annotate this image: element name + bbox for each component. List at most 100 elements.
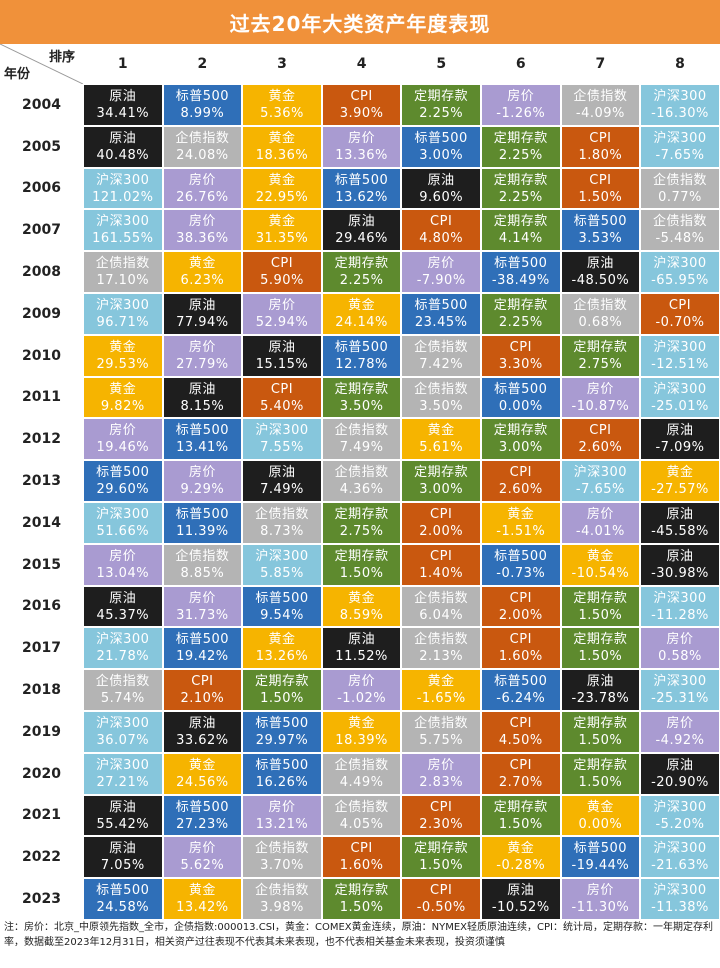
asset-return: 21.78% (96, 649, 150, 665)
asset-return: 1.60% (498, 649, 543, 665)
asset-return: 5.74% (100, 691, 145, 707)
asset-name: 沪深300 (96, 214, 150, 230)
asset-name: 定期存款 (573, 339, 628, 355)
cell-2019-rank7: 定期存款 1.50% (561, 712, 640, 752)
asset-name: 标普500 (96, 883, 150, 899)
cell-2018-rank3: 定期存款 1.50% (243, 670, 321, 710)
asset-name: 原油 (109, 89, 137, 104)
asset-name: 沪深300 (653, 799, 707, 815)
cell-2015-rank6: 标普500 -0.73% (482, 544, 560, 585)
cell-2012-rank6: 定期存款 3.00% (482, 419, 560, 460)
asset-return: 0.68% (578, 315, 623, 330)
year-label-2022: 2022 (22, 849, 61, 866)
cell-2011-rank8: 沪深300 -25.01% (641, 377, 719, 418)
cell-2020-rank4: 企债指数 4.49% (322, 753, 401, 794)
asset-name: 房价 (427, 256, 455, 272)
asset-name: 黄金 (586, 548, 614, 564)
asset-name: 定期存款 (334, 256, 389, 272)
asset-name: 房价 (268, 298, 296, 313)
cell-2013-rank2: 房价 9.29% (163, 461, 242, 501)
cell-2007-rank5: CPI 4.80% (402, 210, 480, 251)
cell-2013-rank5: 定期存款 3.00% (402, 461, 480, 501)
asset-return: 0.77% (658, 189, 702, 205)
asset-return: 12.78% (335, 356, 388, 372)
cell-2017-rank5: 企债指数 2.13% (402, 628, 480, 669)
cell-2014-rank6: 黄金 -1.51% (482, 503, 560, 543)
asset-name: 黄金 (507, 507, 535, 522)
asset-name: 标普500 (175, 423, 230, 439)
asset-return: 8.59% (339, 607, 384, 623)
asset-name: 企债指数 (95, 256, 150, 272)
cell-2023-rank6: 原油 -10.52% (482, 879, 560, 919)
asset-return: 4.36% (339, 482, 384, 498)
asset-return: 29.97% (255, 733, 309, 748)
asset-return: -1.65% (416, 691, 466, 707)
year-label-2005: 2005 (22, 138, 61, 155)
cell-2010-rank7: 定期存款 2.75% (561, 335, 640, 376)
asset-name: 企债指数 (573, 298, 628, 313)
asset-name: 黄金 (268, 632, 296, 648)
cell-2019-rank6: CPI 4.50% (482, 712, 560, 752)
asset-name: CPI (430, 548, 453, 564)
asset-name: CPI (509, 465, 532, 481)
asset-name: 标普500 (255, 757, 309, 773)
asset-name: 沪深300 (96, 757, 150, 773)
year-label-2013: 2013 (22, 473, 61, 490)
asset-return: 6.23% (180, 273, 225, 289)
asset-name: 定期存款 (414, 841, 469, 857)
asset-name: 原油 (188, 298, 216, 313)
cell-2021-rank4: 企债指数 4.05% (322, 795, 401, 836)
asset-name: 定期存款 (334, 548, 389, 564)
cell-2018-rank1: 企债指数 5.74% (84, 670, 162, 710)
cell-2012-rank2: 标普500 13.41% (163, 419, 242, 460)
asset-name: 定期存款 (493, 298, 548, 313)
cell-2014-rank7: 房价 -4.01% (561, 503, 640, 543)
asset-name: 原油 (188, 716, 216, 731)
rank-header-6: 6 (515, 56, 526, 72)
asset-name: 沪深300 (653, 381, 707, 397)
asset-return: 5.40% (260, 398, 304, 414)
cell-2014-rank1: 沪深300 51.66% (84, 503, 162, 543)
cell-2015-rank4: 定期存款 1.50% (322, 544, 401, 585)
asset-return: 9.54% (260, 607, 304, 623)
cell-2019-rank2: 原油 33.62% (163, 712, 242, 752)
asset-name: 沪深300 (96, 632, 150, 648)
asset-name: 原油 (427, 172, 455, 188)
asset-name: 原油 (666, 757, 694, 773)
asset-name: 沪深300 (96, 716, 150, 731)
asset-return: 5.75% (419, 733, 464, 748)
asset-return: 4.14% (498, 231, 543, 247)
cell-2022-rank8: 沪深300 -21.63% (641, 837, 719, 878)
cell-2006-rank6: 定期存款 2.25% (482, 168, 560, 209)
corner-diagonal (0, 44, 83, 84)
asset-name: 企债指数 (414, 632, 469, 648)
year-label-2020: 2020 (22, 765, 61, 782)
asset-return: 3.00% (419, 147, 464, 163)
asset-return: 38.36% (176, 231, 229, 247)
cell-2004-rank3: 黄金 5.36% (243, 85, 321, 125)
cell-2006-rank2: 房价 26.76% (163, 168, 242, 209)
cell-2008-rank3: CPI 5.90% (243, 252, 321, 292)
asset-name: 房价 (586, 883, 614, 899)
asset-name: 标普500 (334, 172, 389, 188)
asset-name: 沪深300 (96, 507, 150, 522)
rank-header-5: 5 (436, 56, 447, 72)
asset-return: -7.90% (416, 273, 466, 289)
asset-name: 原油 (109, 799, 137, 815)
asset-name: 定期存款 (573, 590, 628, 606)
asset-return: 3.70% (260, 858, 304, 874)
year-label-2018: 2018 (22, 682, 61, 699)
asset-name: 企债指数 (652, 172, 707, 188)
asset-name: 定期存款 (493, 799, 548, 815)
asset-name: 房价 (586, 507, 614, 522)
asset-name: CPI (430, 799, 453, 815)
cell-2010-rank6: CPI 3.30% (482, 335, 560, 376)
cell-2023-rank7: 房价 -11.30% (561, 879, 640, 919)
asset-return: 2.60% (578, 440, 623, 456)
asset-return: 13.36% (335, 147, 388, 163)
asset-name: 标普500 (175, 507, 230, 522)
asset-return: 11.39% (176, 524, 229, 539)
cell-2004-rank6: 房价 -1.26% (482, 85, 560, 125)
cell-2007-rank2: 房价 38.36% (163, 210, 242, 251)
asset-name: 黄金 (109, 339, 137, 355)
